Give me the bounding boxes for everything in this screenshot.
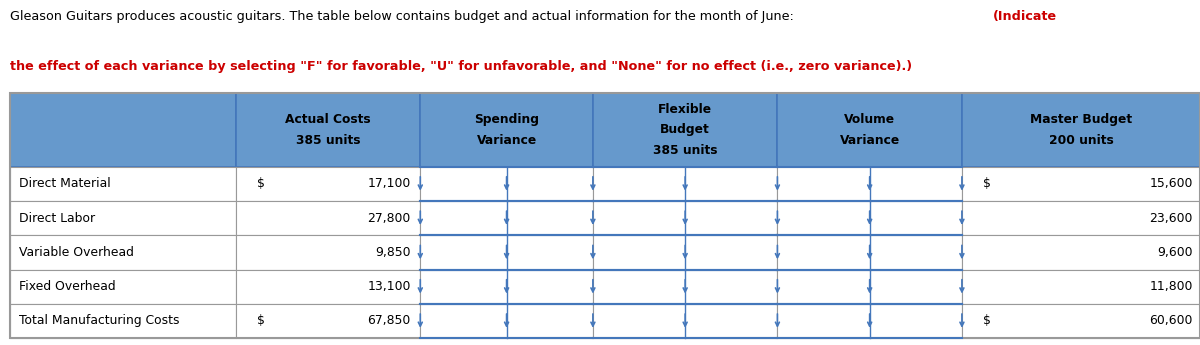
Bar	[420, 93, 593, 167]
Text: 23,600: 23,600	[1150, 211, 1193, 225]
Bar	[593, 304, 778, 338]
Bar	[962, 201, 1200, 235]
Text: 9,850: 9,850	[376, 246, 410, 259]
Bar	[778, 304, 962, 338]
Text: Direct Labor: Direct Labor	[19, 211, 95, 225]
Bar	[235, 304, 420, 338]
Bar	[593, 201, 778, 235]
Bar	[778, 167, 962, 201]
Bar	[235, 235, 420, 269]
Text: Actual Costs: Actual Costs	[286, 113, 371, 126]
Bar	[593, 93, 778, 167]
Bar	[10, 93, 235, 167]
Text: Volume: Volume	[844, 113, 895, 126]
Text: Fixed Overhead: Fixed Overhead	[19, 280, 115, 293]
Bar	[420, 201, 593, 235]
Bar	[778, 201, 962, 235]
Bar	[10, 304, 235, 338]
Bar	[10, 167, 235, 201]
Text: 15,600: 15,600	[1150, 177, 1193, 190]
Bar	[593, 269, 778, 304]
Bar	[778, 235, 962, 269]
Bar	[235, 201, 420, 235]
Text: $: $	[257, 177, 265, 190]
Text: 13,100: 13,100	[367, 280, 410, 293]
Bar	[10, 235, 235, 269]
Text: 200 units: 200 units	[1049, 134, 1114, 147]
Bar	[962, 269, 1200, 304]
Bar	[593, 167, 778, 201]
Text: Flexible: Flexible	[658, 102, 713, 116]
Bar	[420, 167, 593, 201]
Text: Master Budget: Master Budget	[1030, 113, 1132, 126]
Text: Variance: Variance	[840, 134, 900, 147]
Text: the effect of each variance by selecting "F" for favorable, "U" for unfavorable,: the effect of each variance by selecting…	[10, 59, 912, 72]
Text: $: $	[983, 314, 991, 327]
Text: Variable Overhead: Variable Overhead	[19, 246, 134, 259]
Bar	[962, 93, 1200, 167]
Bar	[962, 167, 1200, 201]
Bar	[235, 269, 420, 304]
Text: Spending: Spending	[474, 113, 539, 126]
Text: Gleason Guitars produces acoustic guitars. The table below contains budget and a: Gleason Guitars produces acoustic guitar…	[10, 10, 798, 23]
Bar	[420, 304, 593, 338]
Bar	[235, 167, 420, 201]
Text: Direct Material: Direct Material	[19, 177, 110, 190]
Text: 17,100: 17,100	[367, 177, 410, 190]
Text: 385 units: 385 units	[295, 134, 360, 147]
Bar	[778, 93, 962, 167]
Text: 27,800: 27,800	[367, 211, 410, 225]
Bar	[778, 269, 962, 304]
Text: Budget: Budget	[660, 124, 710, 136]
Bar	[962, 304, 1200, 338]
Bar	[235, 93, 420, 167]
Text: Total Manufacturing Costs: Total Manufacturing Costs	[19, 314, 180, 327]
Bar	[593, 235, 778, 269]
Text: 60,600: 60,600	[1150, 314, 1193, 327]
Bar	[10, 201, 235, 235]
Bar	[962, 235, 1200, 269]
Text: $: $	[983, 177, 991, 190]
Text: 67,850: 67,850	[367, 314, 410, 327]
Text: Variance: Variance	[476, 134, 536, 147]
Text: $: $	[257, 314, 265, 327]
Text: 11,800: 11,800	[1150, 280, 1193, 293]
Bar	[420, 269, 593, 304]
Text: 385 units: 385 units	[653, 144, 718, 157]
Text: (Indicate: (Indicate	[992, 10, 1057, 23]
Bar	[10, 269, 235, 304]
Bar	[420, 235, 593, 269]
Text: 9,600: 9,600	[1157, 246, 1193, 259]
